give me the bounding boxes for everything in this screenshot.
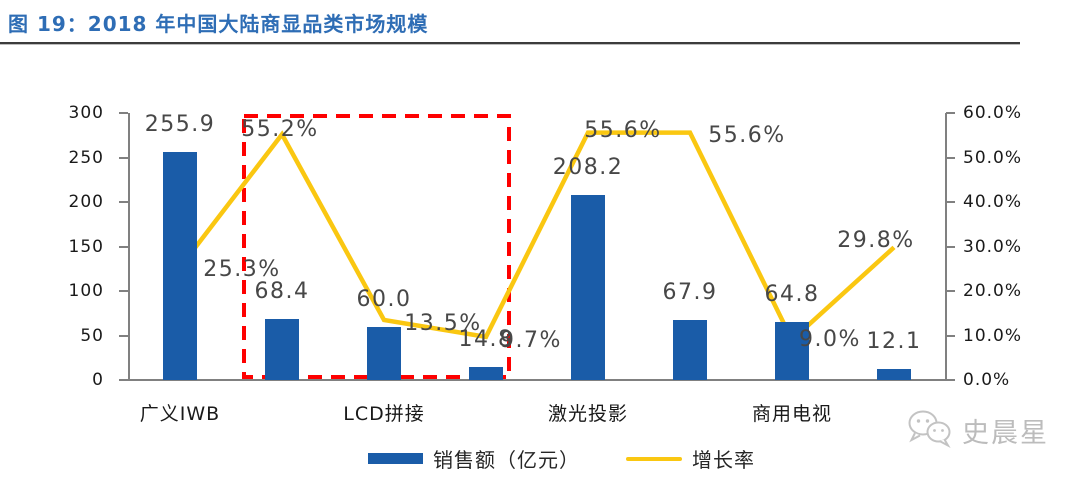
left-axis-tick	[119, 379, 128, 381]
left-axis-tick-label: 50	[80, 325, 104, 346]
legend-label-sales: 销售额（亿元）	[433, 448, 580, 472]
left-y-axis-line	[128, 113, 130, 380]
growth-value-label: 9.7%	[500, 327, 562, 353]
legend-item-sales: 销售额（亿元）	[368, 444, 580, 473]
sales-bar	[877, 369, 911, 380]
sales-bar	[469, 366, 503, 380]
sales-bar	[367, 326, 401, 380]
right-axis-tick	[946, 245, 955, 248]
right-axis-tick-label: 10.0%	[963, 325, 1023, 346]
bar-value-label: 255.9	[144, 112, 216, 138]
bar-value-label: 208.2	[552, 154, 624, 180]
wechat-icon	[906, 408, 954, 452]
category-label: 商用电视	[751, 403, 832, 425]
legend-item-growth: 增长率	[626, 444, 755, 473]
bar-value-label: 64.8	[764, 282, 820, 308]
growth-value-label: 13.5%	[404, 310, 482, 336]
left-axis-tick	[119, 201, 128, 203]
bar-value-label: 68.4	[254, 279, 310, 305]
right-axis-tick-label: 30.0%	[963, 236, 1023, 257]
right-axis-tick-label: 50.0%	[963, 147, 1023, 168]
left-axis-tick-label: 300	[68, 103, 104, 123]
left-axis-tick-label: 100	[68, 281, 104, 301]
right-axis-tick-label: 40.0%	[963, 192, 1023, 212]
category-label: 广义IWB	[139, 403, 221, 425]
growth-line-swatch	[626, 456, 682, 461]
sales-bar-swatch	[368, 453, 423, 464]
x-axis-line	[128, 379, 947, 381]
growth-value-label: 55.6%	[708, 122, 786, 148]
left-axis-tick	[119, 334, 128, 337]
watermark-text: 史晨星	[962, 417, 1049, 449]
legend-label-growth: 增长率	[692, 448, 755, 472]
growth-value-label: 25.3%	[203, 257, 281, 283]
legend: 销售额（亿元） 增长率	[368, 444, 755, 473]
category-label: 激光投影	[547, 403, 628, 425]
left-axis-tick	[119, 245, 128, 248]
bar-value-label: 12.1	[866, 329, 922, 355]
growth-value-label: 9.0%	[799, 326, 861, 352]
bar-value-label: 67.9	[662, 279, 718, 305]
right-axis-tick	[946, 156, 955, 159]
growth-value-label: 55.2%	[241, 117, 319, 143]
bar-value-label: 60.0	[356, 286, 412, 312]
right-axis-tick-label: 20.0%	[963, 281, 1023, 301]
right-axis-tick	[946, 334, 955, 337]
bar-value-label: 14.8	[458, 326, 514, 352]
left-axis-tick	[119, 290, 128, 292]
right-axis-tick-label: 0.0%	[963, 370, 1011, 390]
right-axis-tick	[946, 290, 955, 292]
sales-bar	[673, 319, 707, 380]
left-axis-tick	[119, 156, 128, 159]
left-axis-tick-label: 150	[68, 236, 104, 257]
right-axis-tick	[946, 201, 955, 203]
sales-bar	[775, 322, 809, 380]
left-axis-tick-label: 200	[68, 192, 104, 212]
left-axis-tick-label: 0	[92, 370, 104, 390]
sales-bar	[571, 194, 605, 380]
growth-value-label: 55.6%	[584, 117, 662, 143]
watermark: 史晨星	[906, 408, 1049, 452]
right-axis-tick-label: 60.0%	[963, 103, 1023, 123]
figure-title: 图 19：2018 年中国大陆商显品类市场规模	[8, 12, 429, 36]
left-axis-tick-label: 250	[68, 147, 104, 168]
title-underline	[0, 42, 1020, 45]
sales-bar	[265, 319, 299, 380]
left-axis-tick	[119, 112, 128, 114]
right-axis-tick	[946, 112, 955, 114]
right-axis-tick	[946, 379, 955, 381]
category-label: LCD拼接	[343, 403, 425, 425]
growth-value-label: 29.8%	[837, 228, 915, 254]
sales-bar	[163, 152, 197, 380]
